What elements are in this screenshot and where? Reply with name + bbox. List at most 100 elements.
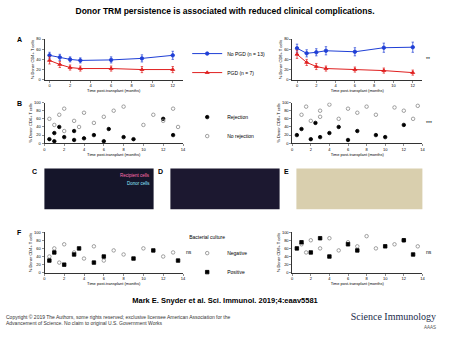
svg-text:0: 0 (48, 83, 51, 88)
svg-text:20: 20 (284, 262, 289, 267)
svg-text:20: 20 (36, 132, 41, 137)
svg-text:No rejection: No rejection (227, 133, 254, 139)
svg-text:Bacterial culture: Bacterial culture (189, 234, 225, 240)
svg-text:12: 12 (402, 147, 407, 152)
svg-text:Time post-transplant (months): Time post-transplant (months) (87, 281, 141, 286)
svg-text:Recipient cells: Recipient cells (120, 173, 150, 178)
svg-text:***: *** (426, 120, 432, 126)
svg-text:B: B (17, 100, 22, 107)
svg-text:80: 80 (36, 108, 41, 113)
svg-text:10: 10 (141, 147, 146, 152)
svg-text:80: 80 (36, 238, 41, 243)
svg-text:0: 0 (296, 83, 299, 88)
svg-text:0: 0 (39, 141, 42, 146)
svg-text:6: 6 (103, 147, 106, 152)
svg-text:0: 0 (286, 77, 289, 82)
svg-text:D: D (158, 168, 163, 175)
svg-text:0: 0 (43, 147, 46, 152)
svg-text:20: 20 (36, 67, 41, 72)
svg-text:PGD (n = 7): PGD (n = 7) (227, 70, 254, 76)
svg-text:0: 0 (291, 276, 294, 281)
svg-text:6: 6 (347, 276, 350, 281)
svg-text:12: 12 (161, 147, 166, 152)
svg-text:8: 8 (373, 83, 376, 88)
svg-text:Time post-transplant (months): Time post-transplant (months) (331, 152, 385, 157)
svg-text:0: 0 (43, 276, 46, 281)
svg-text:Time post-transplant (months): Time post-transplant (months) (331, 88, 385, 93)
svg-text:2: 2 (315, 83, 318, 88)
svg-text:10: 10 (383, 276, 388, 281)
svg-text:6: 6 (110, 83, 113, 88)
svg-text:2: 2 (63, 147, 66, 152)
svg-text:4: 4 (328, 147, 331, 152)
svg-text:40: 40 (36, 57, 41, 62)
svg-text:80: 80 (284, 238, 289, 243)
svg-text:8: 8 (122, 276, 125, 281)
svg-text:% Donor CD4+ T cells: % Donor CD4+ T cells (30, 40, 35, 80)
svg-text:0: 0 (39, 270, 42, 275)
svg-text:% Donor CD8+ T cells: % Donor CD8+ T cells (278, 40, 283, 80)
svg-text:100: 100 (34, 230, 41, 235)
svg-text:40: 40 (36, 254, 41, 259)
svg-text:12: 12 (411, 83, 416, 88)
svg-text:Donor cells: Donor cells (127, 181, 150, 186)
svg-text:4: 4 (89, 83, 92, 88)
svg-text:10: 10 (141, 276, 146, 281)
svg-text:0: 0 (286, 270, 289, 275)
svg-text:80: 80 (284, 36, 289, 41)
svg-text:40: 40 (284, 57, 289, 62)
svg-text:4: 4 (83, 147, 86, 152)
svg-text:Time post-transplant (months): Time post-transplant (months) (87, 88, 141, 93)
svg-text:2: 2 (310, 276, 313, 281)
svg-text:14: 14 (181, 276, 186, 281)
svg-text:4: 4 (334, 83, 337, 88)
svg-text:80: 80 (284, 108, 289, 113)
svg-text:20: 20 (284, 67, 289, 72)
svg-text:E: E (284, 168, 289, 175)
svg-text:2: 2 (310, 147, 313, 152)
svg-text:60: 60 (36, 116, 41, 121)
svg-text:60: 60 (284, 116, 289, 121)
svg-text:A: A (17, 36, 22, 43)
svg-text:C: C (32, 168, 37, 175)
svg-text:100: 100 (282, 230, 289, 235)
svg-text:8: 8 (131, 83, 134, 88)
svg-text:20: 20 (284, 132, 289, 137)
svg-text:60: 60 (284, 47, 289, 52)
svg-text:60: 60 (284, 246, 289, 251)
svg-text:Rejection: Rejection (227, 114, 248, 120)
svg-text:10: 10 (391, 83, 396, 88)
svg-text:% Donor CD4+ T cells: % Donor CD4+ T cells (28, 103, 33, 143)
svg-text:ns: ns (426, 249, 432, 255)
svg-text:40: 40 (284, 124, 289, 129)
svg-text:8: 8 (365, 147, 368, 152)
svg-text:2: 2 (69, 83, 72, 88)
svg-text:6: 6 (354, 83, 357, 88)
svg-text:12: 12 (161, 276, 166, 281)
svg-text:6: 6 (347, 147, 350, 152)
svg-text:Time post-transplant (months): Time post-transplant (months) (87, 152, 141, 157)
svg-text:14: 14 (420, 147, 425, 152)
svg-text:Negative: Negative (227, 250, 247, 256)
svg-text:2: 2 (63, 276, 66, 281)
svg-text:4: 4 (328, 276, 331, 281)
svg-text:12: 12 (171, 83, 176, 88)
svg-text:40: 40 (284, 254, 289, 259)
svg-text:0: 0 (291, 147, 294, 152)
svg-text:100: 100 (34, 100, 41, 105)
svg-text:No PGD (n = 13): No PGD (n = 13) (227, 51, 265, 57)
svg-text:10: 10 (150, 83, 155, 88)
svg-text:60: 60 (36, 246, 41, 251)
svg-text:Positive: Positive (227, 269, 245, 275)
svg-text:4: 4 (83, 276, 86, 281)
svg-text:6: 6 (103, 276, 106, 281)
svg-text:100: 100 (282, 100, 289, 105)
svg-text:40: 40 (36, 124, 41, 129)
svg-text:Time post-transplant (months): Time post-transplant (months) (331, 281, 385, 286)
svg-text:14: 14 (181, 147, 186, 152)
svg-text:60: 60 (36, 47, 41, 52)
svg-text:ns: ns (186, 249, 192, 255)
svg-text:% Donor CD8+ T cells: % Donor CD8+ T cells (276, 233, 281, 273)
svg-text:80: 80 (36, 36, 41, 41)
svg-text:12: 12 (402, 276, 407, 281)
